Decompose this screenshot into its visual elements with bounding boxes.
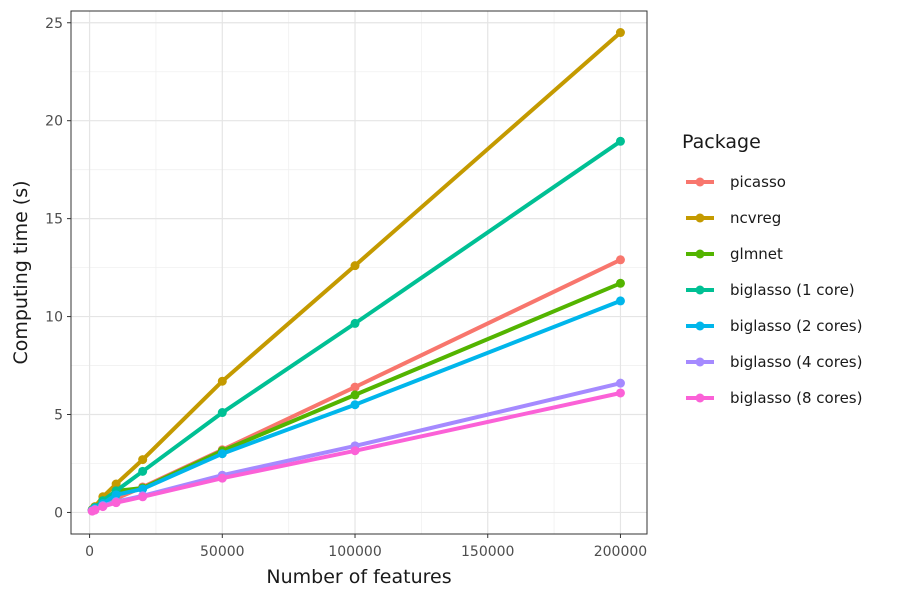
legend-key-point [695, 177, 705, 187]
y-tick-label: 5 [54, 408, 63, 424]
legend-label: picasso [730, 173, 786, 191]
data-point [615, 255, 625, 265]
legend-label: ncvreg [730, 209, 781, 227]
data-point [615, 388, 625, 398]
grid-lines [71, 11, 647, 534]
legend-key-point [695, 393, 705, 403]
panel-border [70, 10, 648, 535]
legend-item: biglasso (4 cores) [686, 353, 862, 371]
legend-title: Package [682, 131, 761, 153]
data-point [615, 136, 625, 146]
legend-key-point [695, 285, 705, 295]
series-biglasso-8-cores [87, 388, 625, 516]
legend-label: biglasso (1 core) [730, 281, 855, 299]
legend-label: glmnet [730, 245, 783, 263]
legend-key-point [695, 213, 705, 223]
series-layer [87, 28, 625, 516]
legend: Package picasso ncvreg glmnet biglasso (1 c… [682, 131, 862, 407]
data-point [138, 492, 148, 502]
data-point [217, 408, 227, 418]
legend-key-point [695, 357, 705, 367]
data-point [615, 378, 625, 388]
data-point [350, 382, 360, 392]
data-point [111, 490, 121, 500]
data-point [350, 318, 360, 328]
legend-item: glmnet [686, 245, 783, 263]
legend-label: biglasso (4 cores) [730, 353, 862, 371]
y-tick-label: 20 [45, 114, 63, 130]
data-point [111, 479, 121, 489]
data-point [350, 446, 360, 456]
legend-item: picasso [686, 173, 786, 191]
y-tick-label: 25 [45, 16, 63, 32]
data-point [217, 449, 227, 459]
legend-key-point [695, 321, 705, 331]
y-tick-label: 10 [45, 310, 63, 326]
data-point [217, 376, 227, 386]
x-tick-label: 0 [85, 544, 94, 560]
legend-item: biglasso (1 core) [686, 281, 855, 299]
legend-label: biglasso (2 cores) [730, 317, 862, 335]
data-point [138, 466, 148, 476]
legend-item: biglasso (2 cores) [686, 317, 862, 335]
data-point [138, 484, 148, 494]
x-tick-label: 100000 [328, 544, 381, 560]
x-tick-label: 150000 [461, 544, 514, 560]
legend-item: biglasso (8 cores) [686, 389, 862, 407]
axes: 0 50000 100000 150000 200000 0 5 10 15 20 25 [45, 16, 647, 560]
x-axis-title: Number of features [266, 566, 451, 588]
x-tick-label: 200000 [594, 544, 647, 560]
data-point [98, 502, 108, 512]
data-point [615, 296, 625, 306]
y-tick-label: 0 [54, 505, 63, 521]
data-point [138, 455, 148, 465]
data-point [615, 278, 625, 288]
y-axis-title: Computing time (s) [10, 180, 32, 364]
data-point [90, 505, 100, 515]
data-point [350, 390, 360, 400]
legend-key-point [695, 249, 705, 259]
data-point [350, 261, 360, 271]
y-tick-label: 15 [45, 212, 63, 228]
data-point [217, 473, 227, 483]
legend-label: biglasso (8 cores) [730, 389, 862, 407]
legend-item: ncvreg [686, 209, 781, 227]
x-tick-label: 50000 [200, 544, 245, 560]
data-point [615, 28, 625, 38]
data-point [111, 498, 121, 508]
data-point [350, 400, 360, 410]
